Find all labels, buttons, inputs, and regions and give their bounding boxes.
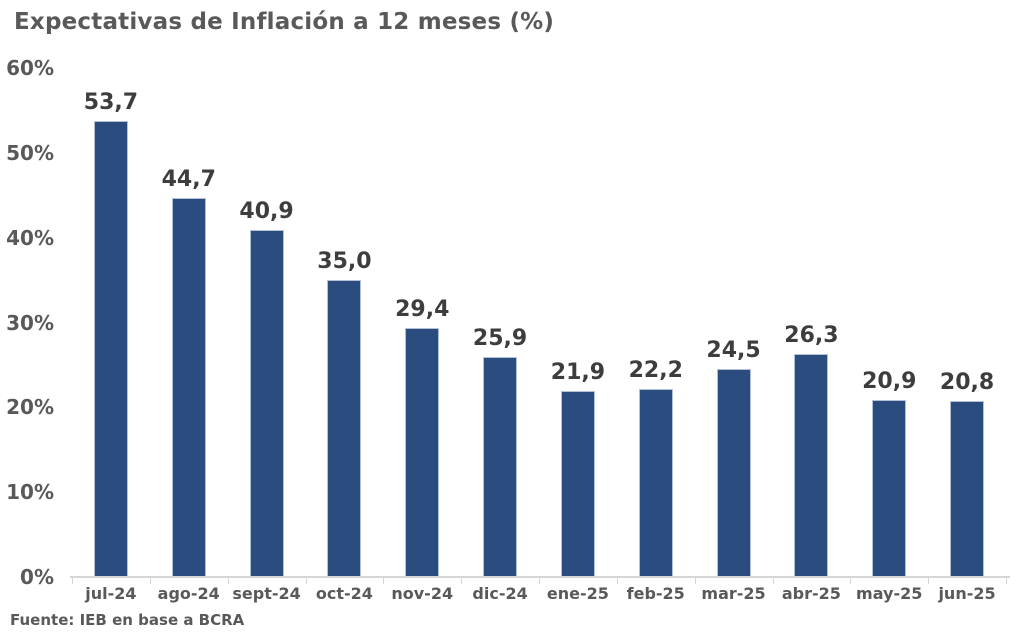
bar-value-label: 24,5 xyxy=(706,338,761,364)
bar xyxy=(405,327,440,577)
bar-value-label: 20,8 xyxy=(939,369,995,395)
axis-tick xyxy=(1006,576,1007,584)
axis-tick xyxy=(305,576,307,584)
chart-title: Expectativas de Inflación a 12 meses (%) xyxy=(14,9,555,35)
bar xyxy=(171,197,206,577)
bar-value-label: 21,9 xyxy=(550,360,606,386)
y-axis-label: 30% xyxy=(6,310,54,335)
x-axis-label: nov-24 xyxy=(391,584,454,603)
bar-value-label: 35,0 xyxy=(317,249,372,275)
x-axis-label: sept-24 xyxy=(232,584,301,603)
x-axis-label: ago-24 xyxy=(157,584,220,603)
y-axis-label: 0% xyxy=(20,565,54,589)
x-axis-label: mar-25 xyxy=(701,584,766,603)
axis-tick xyxy=(928,576,930,584)
y-axis-label: 50% xyxy=(6,140,54,165)
bar-column: 21,9 xyxy=(539,68,617,577)
x-axis-label: jul-24 xyxy=(85,584,137,603)
x-axis-label: feb-25 xyxy=(626,584,685,603)
axis-baseline xyxy=(70,576,1010,578)
axis-tick xyxy=(539,576,540,584)
x-axis: jul-24 ago-24 sept-24 oct-24 nov-24 dic-24 ene… xyxy=(72,584,1006,604)
bar-value-label: 44,7 xyxy=(161,166,216,192)
bar xyxy=(872,399,907,577)
x-axis-label: abr-25 xyxy=(781,584,841,603)
axis-tick xyxy=(383,576,385,584)
axis-tick xyxy=(850,576,852,584)
axis-tick xyxy=(616,576,618,584)
bar-column: 22,2 xyxy=(617,68,695,577)
bar xyxy=(716,369,751,577)
bar-column: 20,9 xyxy=(850,68,928,577)
axis-tick xyxy=(772,576,774,584)
bar-column: 26,3 xyxy=(773,68,851,577)
bar-column: 20,8 xyxy=(928,68,1006,577)
bar xyxy=(483,357,518,577)
bar-column: 35,0 xyxy=(306,68,384,577)
bar xyxy=(249,230,284,577)
x-axis-label: ene-25 xyxy=(546,584,609,603)
axis-tick xyxy=(227,576,229,584)
y-axis-label: 40% xyxy=(6,225,54,250)
bar-column: 24,5 xyxy=(695,68,773,577)
bar-value-label: 53,7 xyxy=(83,90,139,116)
bar-value-label: 20,9 xyxy=(862,368,917,394)
axis-tick xyxy=(461,576,463,584)
bar-column: 40,9 xyxy=(228,68,306,577)
plot-area: 53,7 44,7 40,9 35,0 29,4 25,9 21,9 22,2 24,5 26,3… xyxy=(72,68,1006,577)
bar-column: 29,4 xyxy=(383,68,461,577)
x-axis-label: jun-25 xyxy=(938,584,996,603)
bar xyxy=(794,353,829,577)
axis-tick xyxy=(149,576,151,584)
bar-column: 53,7 xyxy=(72,68,150,577)
axis-tick xyxy=(694,576,696,584)
x-axis-label: may-25 xyxy=(856,584,923,603)
bar-column: 25,9 xyxy=(461,68,539,577)
bar-value-label: 25,9 xyxy=(472,326,528,352)
x-axis-label: dic-24 xyxy=(472,584,528,603)
bar xyxy=(560,391,595,577)
bar xyxy=(638,388,673,577)
y-axis-label: 60% xyxy=(6,56,54,80)
y-axis-label: 10% xyxy=(6,480,54,505)
y-axis: 0% 10% 20% 30% 40% 50% 60% xyxy=(0,0,54,636)
bar-value-label: 22,2 xyxy=(628,357,683,383)
x-axis-label: oct-24 xyxy=(315,584,373,603)
axis-tick xyxy=(72,576,73,584)
bar xyxy=(327,280,362,577)
y-axis-label: 20% xyxy=(6,395,54,420)
bar xyxy=(93,121,128,577)
bar-value-label: 26,3 xyxy=(784,322,839,348)
bar-value-label: 40,9 xyxy=(239,199,294,225)
source-note: Fuente: IEB en base a BCRA xyxy=(10,611,245,629)
bar-value-label: 29,4 xyxy=(395,296,450,322)
bar-column: 44,7 xyxy=(150,68,228,577)
bar xyxy=(950,400,985,577)
